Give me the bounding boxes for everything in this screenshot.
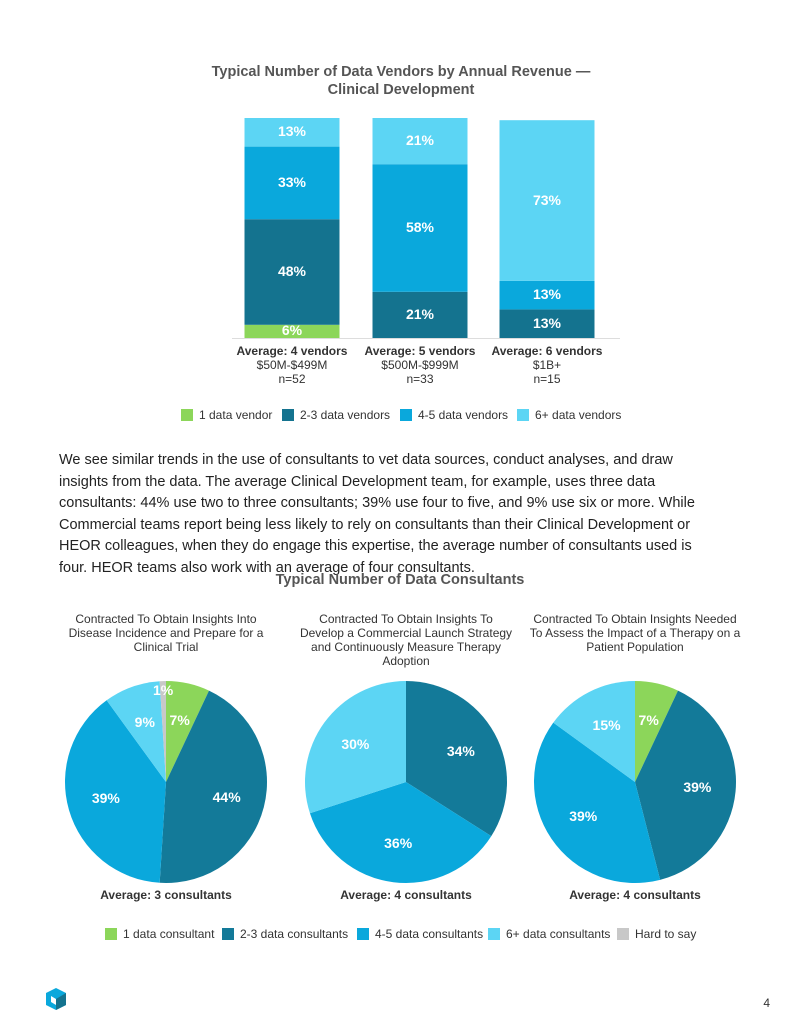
pie-average: Average: 4 consultants <box>569 888 701 902</box>
bar-segment <box>372 291 468 338</box>
pie-value-label: 39% <box>569 808 598 825</box>
legend-label: 2-3 data consultants <box>240 927 349 941</box>
category-sample-size: n=52 <box>278 372 306 386</box>
legend-label: 1 data consultant <box>123 927 215 941</box>
pie-value-label: 9% <box>134 714 155 731</box>
legend-swatch <box>222 928 234 940</box>
legend-swatch <box>105 928 117 940</box>
pie-slice <box>159 681 166 782</box>
pie-average: Average: 3 consultants <box>100 888 232 902</box>
legend-swatch <box>181 409 193 421</box>
pie-value-label: 34% <box>446 742 475 759</box>
pie-slice <box>309 782 492 884</box>
bar-value-label: 58% <box>405 219 435 235</box>
pie-value-label: 39% <box>91 790 120 807</box>
pie-slice <box>635 690 737 880</box>
pie-slice <box>305 681 406 814</box>
category-label: $1B+ <box>532 358 562 372</box>
bar-segment <box>244 219 340 325</box>
legend-swatch <box>617 928 629 940</box>
pie-value-label: 39% <box>683 778 712 795</box>
bar-value-label: 48% <box>277 263 307 279</box>
pie-slice <box>553 681 635 782</box>
chart-title: Typical Number of Data Vendors by Annual… <box>211 64 591 98</box>
legend-label: 6+ data consultants <box>506 927 611 941</box>
logo <box>46 988 66 1010</box>
category-average: Average: 4 vendors <box>236 344 348 358</box>
bar-segment <box>499 309 595 338</box>
page-number: 4 <box>763 996 770 1010</box>
bar-value-label: 33% <box>277 173 307 190</box>
bar-segment <box>372 118 468 165</box>
pie-value-label: 30% <box>341 736 370 753</box>
bar-segment <box>244 118 340 147</box>
bar-value-label: 21% <box>405 305 435 322</box>
pie-title: Contracted To Obtain Insights Into Disea… <box>68 612 264 654</box>
bar-segment <box>499 280 595 310</box>
logo-face <box>56 993 66 1010</box>
pie-slice <box>533 722 661 883</box>
bar-segment <box>244 146 340 220</box>
logo-notch <box>51 996 56 1005</box>
category-average: Average: 6 vendors <box>491 344 603 358</box>
legend-label: 6+ data vendors <box>535 408 622 422</box>
pie-slice <box>166 681 210 782</box>
bar-value-label: 73% <box>532 191 562 208</box>
chart-title: Typical Number of Data Consultants <box>275 572 525 588</box>
pie-value-label: 7% <box>169 711 190 728</box>
category-sample-size: n=15 <box>533 372 561 386</box>
pie-value-label: 7% <box>638 711 659 728</box>
pie-slice <box>106 681 166 782</box>
legend-swatch <box>282 409 294 421</box>
pie-title: Contracted To Obtain Insights Needed To … <box>529 612 741 654</box>
legend-swatch <box>400 409 412 421</box>
paragraph: We see similar trends in the use of cons… <box>59 452 695 576</box>
bar-value-label: 13% <box>277 123 307 140</box>
bar-value-label: 21% <box>405 132 435 149</box>
legend-swatch <box>488 928 500 940</box>
pie-value-label: 15% <box>592 717 621 734</box>
bar-value-label: 13% <box>532 314 562 331</box>
legend-label: 4-5 data vendors <box>418 408 509 422</box>
legend-label: 1 data vendor <box>199 408 273 422</box>
bar-value-label: 13% <box>532 286 562 303</box>
bar-segment <box>244 324 340 338</box>
category-label: $50M-$499M <box>256 358 328 372</box>
legend-label: 4-5 data consultants <box>375 927 484 941</box>
pie-average: Average: 4 consultants <box>340 888 472 902</box>
bar-value-label: 6% <box>281 322 303 339</box>
category-average: Average: 5 vendors <box>364 344 476 358</box>
pie-value-label: 1% <box>153 682 174 699</box>
category-label: $500M-$999M <box>381 358 459 372</box>
pie-slice <box>159 690 267 883</box>
pie-value-label: 36% <box>384 835 413 852</box>
legend-swatch <box>517 409 529 421</box>
legend-label: Hard to say <box>635 927 697 941</box>
legend-swatch <box>357 928 369 940</box>
pie-slice <box>406 681 508 837</box>
legend-label: 2-3 data vendors <box>300 408 391 422</box>
bar-segment <box>499 120 595 281</box>
pie-value-label: 44% <box>212 788 241 805</box>
bar-segment <box>372 164 468 292</box>
category-sample-size: n=33 <box>406 372 434 386</box>
pie-title: Contracted To Obtain Insights To Develop… <box>299 612 513 668</box>
pie-slice <box>635 681 679 782</box>
pie-slice <box>65 700 166 883</box>
